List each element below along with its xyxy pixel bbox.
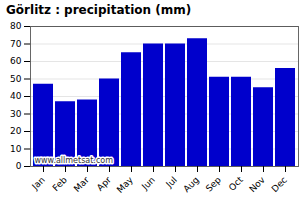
svg-text:60: 60 bbox=[10, 56, 22, 66]
svg-text:50: 50 bbox=[10, 74, 22, 84]
svg-text:Jun: Jun bbox=[139, 175, 157, 193]
svg-text:Jul: Jul bbox=[163, 175, 178, 190]
svg-text:40: 40 bbox=[10, 91, 22, 101]
svg-text:Jan: Jan bbox=[29, 175, 47, 193]
svg-text:Oct: Oct bbox=[227, 174, 245, 192]
svg-text:Apr: Apr bbox=[95, 175, 113, 193]
svg-text:20: 20 bbox=[10, 126, 22, 136]
svg-text:0: 0 bbox=[16, 161, 22, 171]
svg-text:Sep: Sep bbox=[204, 175, 223, 194]
svg-text:30: 30 bbox=[10, 109, 22, 119]
svg-text:70: 70 bbox=[10, 39, 22, 49]
svg-text:Mar: Mar bbox=[72, 174, 91, 193]
svg-text:May: May bbox=[115, 174, 136, 195]
svg-text:Nov: Nov bbox=[247, 174, 267, 194]
svg-text:www.allmetsat.com: www.allmetsat.com bbox=[35, 156, 114, 165]
svg-text:Feb: Feb bbox=[51, 175, 70, 194]
svg-text:Dec: Dec bbox=[270, 175, 289, 194]
svg-text:80: 80 bbox=[10, 21, 22, 31]
svg-text:10: 10 bbox=[10, 144, 22, 154]
html-text:Görlitz : precipitation (mm): Görlitz : precipitation (mm) bbox=[6, 3, 192, 17]
svg-text:Aug: Aug bbox=[181, 175, 201, 195]
